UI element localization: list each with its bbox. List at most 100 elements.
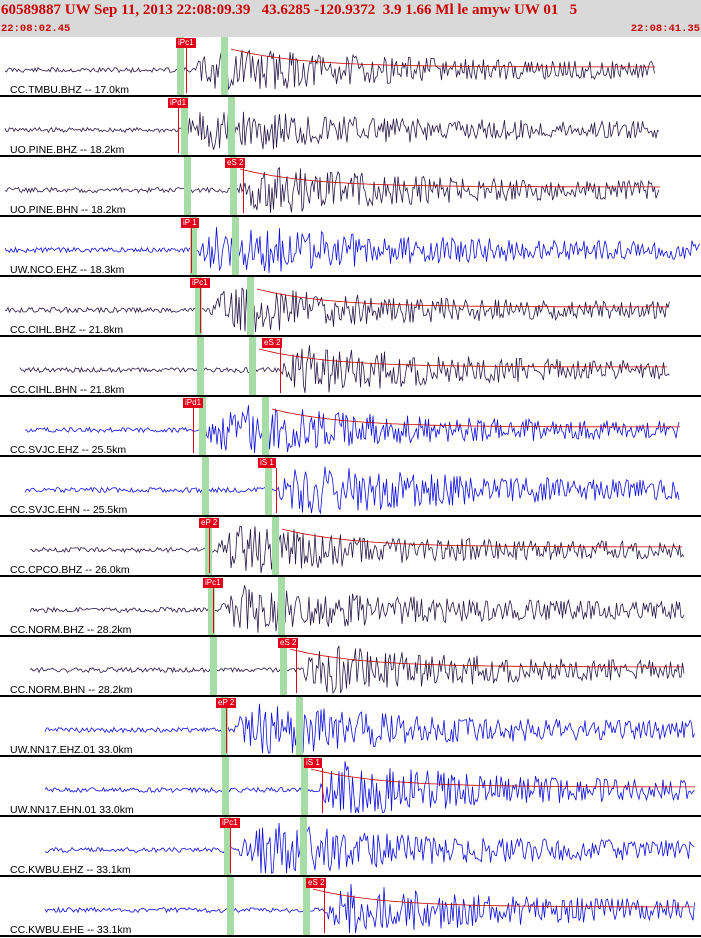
phase-pick-line bbox=[230, 828, 231, 873]
s-window-marker bbox=[301, 757, 308, 817]
phase-pick-tag[interactable]: iS 1 bbox=[258, 458, 276, 468]
p-window-marker bbox=[210, 637, 217, 697]
phase-pick-line bbox=[200, 288, 201, 333]
s-window-marker bbox=[247, 277, 254, 337]
phase-pick-line bbox=[193, 408, 194, 453]
p-window-marker bbox=[202, 457, 209, 517]
waveform-trace bbox=[44, 822, 695, 874]
waveform-trace bbox=[4, 287, 670, 333]
phase-pick-tag[interactable]: iPc1 bbox=[203, 578, 223, 588]
phase-pick-tag[interactable]: eS 2 bbox=[262, 338, 283, 348]
waveform-trace bbox=[29, 585, 685, 633]
event-title: 60589887 UW Sep 11, 2013 22:08:09.39 43.… bbox=[1, 2, 578, 18]
trace-separator bbox=[0, 755, 701, 757]
waveform-canvas bbox=[4, 48, 700, 934]
trace-separator bbox=[0, 935, 701, 937]
p-window-marker bbox=[205, 517, 212, 577]
phase-pick-line bbox=[209, 528, 210, 573]
s-window-marker bbox=[300, 817, 307, 877]
coda-decay-curve bbox=[281, 528, 682, 548]
trace-separator bbox=[0, 815, 701, 817]
station-label: CC.CIHL.BHZ -- 21.8km bbox=[10, 324, 124, 336]
phase-pick-tag[interactable]: iPd1 bbox=[183, 398, 204, 408]
station-label: CC.KWBU.EHE -- 33.1km bbox=[10, 924, 132, 936]
p-window-marker bbox=[222, 757, 229, 817]
p-window-marker bbox=[177, 37, 184, 97]
phase-pick-line bbox=[324, 888, 325, 933]
phase-pick-line bbox=[226, 708, 227, 753]
phase-pick-line bbox=[280, 348, 281, 393]
phase-pick-tag[interactable]: iP 1 bbox=[181, 218, 199, 228]
s-window-marker bbox=[228, 97, 235, 157]
s-window-marker bbox=[232, 217, 239, 277]
trace-separator bbox=[0, 575, 701, 577]
station-label: CC.CIHL.BHN -- 21.8km bbox=[10, 384, 125, 396]
waveform-trace bbox=[24, 405, 680, 454]
phase-pick-line bbox=[213, 588, 214, 633]
station-label: CC.CPCO.BHZ -- 26.0km bbox=[10, 564, 130, 576]
time-start: 22:08:02.45 bbox=[1, 23, 71, 35]
waveform-trace bbox=[19, 345, 670, 393]
coda-decay-curve bbox=[310, 768, 695, 788]
waveform-trace bbox=[44, 703, 695, 754]
p-window-marker bbox=[184, 157, 191, 217]
trace-separator bbox=[0, 395, 701, 397]
header-bar: 60589887 UW Sep 11, 2013 22:08:09.39 43.… bbox=[0, 0, 701, 37]
phase-pick-tag[interactable]: iPc1 bbox=[220, 818, 240, 828]
station-label: UO.PINE.BHZ -- 18.2km bbox=[10, 144, 125, 156]
p-window-marker bbox=[197, 337, 204, 397]
p-window-marker bbox=[181, 97, 188, 157]
p-window-marker bbox=[227, 877, 234, 937]
p-window-marker bbox=[195, 277, 202, 337]
trace-separator bbox=[0, 515, 701, 517]
phase-pick-tag[interactable]: iPd1 bbox=[168, 98, 189, 108]
station-label: CC.SVJC.EHN -- 25.5km bbox=[10, 504, 128, 516]
s-window-marker bbox=[272, 517, 279, 577]
waveform-trace bbox=[4, 166, 660, 214]
phase-pick-tag[interactable]: eP 2 bbox=[216, 698, 237, 708]
s-window-marker bbox=[221, 37, 228, 97]
trace-separator bbox=[0, 95, 701, 97]
station-label: UW.NN17.EHZ.01 33.0km bbox=[10, 744, 133, 756]
waveform-trace bbox=[29, 645, 685, 695]
phase-pick-tag[interactable]: eP 2 bbox=[199, 518, 220, 528]
station-label: CC.NORM.BHZ -- 28.2km bbox=[10, 624, 132, 636]
phase-pick-tag[interactable]: eS 2 bbox=[306, 878, 327, 888]
phase-pick-tag[interactable]: eS 2 bbox=[225, 158, 246, 168]
station-label: UW.NN17.EHN.01 33.0km bbox=[10, 804, 134, 816]
coda-decay-curve bbox=[258, 348, 667, 368]
waveform-trace bbox=[24, 466, 680, 515]
phase-pick-line bbox=[191, 228, 192, 273]
s-window-marker bbox=[280, 637, 287, 697]
phase-pick-line bbox=[178, 108, 179, 153]
p-window-marker bbox=[224, 817, 231, 877]
s-window-marker bbox=[230, 157, 237, 217]
phase-pick-line bbox=[296, 648, 297, 693]
waveform-trace bbox=[4, 108, 660, 150]
coda-decay-curve bbox=[271, 408, 680, 428]
trace-separator bbox=[0, 875, 701, 877]
phase-pick-line bbox=[186, 48, 187, 93]
waveform-trace bbox=[4, 222, 700, 273]
trace-separator bbox=[0, 695, 701, 697]
coda-decay-curve bbox=[230, 48, 655, 68]
station-label: CC.SVJC.EHZ -- 25.5km bbox=[10, 444, 127, 456]
phase-pick-tag[interactable]: eS 2 bbox=[278, 638, 299, 648]
phase-pick-tag[interactable]: iS 1 bbox=[304, 758, 322, 768]
station-label: UW.NCO.EHZ -- 18.3km bbox=[10, 264, 125, 276]
trace-separator bbox=[0, 635, 701, 637]
phase-pick-tag[interactable]: iPc1 bbox=[176, 38, 196, 48]
s-window-marker bbox=[262, 397, 269, 457]
p-window-marker bbox=[221, 697, 228, 757]
coda-decay-curve bbox=[289, 648, 682, 668]
p-window-marker bbox=[190, 217, 197, 277]
s-window-marker bbox=[278, 577, 285, 637]
s-window-marker bbox=[296, 697, 303, 757]
p-window-marker bbox=[208, 577, 215, 637]
p-window-marker bbox=[199, 397, 206, 457]
seismogram-panels[interactable]: CC.TMBU.BHZ -- 17.0km iPc1 UO.PINE.BHZ -- … bbox=[0, 37, 701, 938]
trace-separator bbox=[0, 215, 701, 217]
phase-pick-line bbox=[243, 168, 244, 213]
phase-pick-tag[interactable]: iPc1 bbox=[190, 278, 210, 288]
phase-pick-line bbox=[322, 768, 323, 813]
